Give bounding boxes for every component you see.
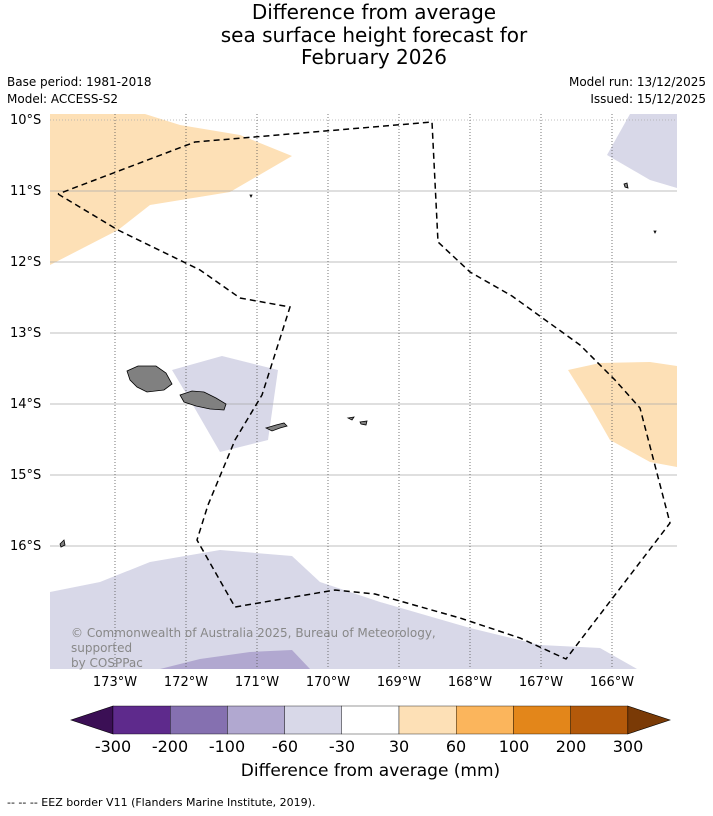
map-fields (50, 114, 677, 669)
colorbar-tick: 30 (388, 737, 410, 756)
title-line-1: Difference from average (251, 0, 497, 24)
lon-label: 168°W (447, 675, 493, 690)
lon-label: 172°W (163, 675, 209, 690)
lat-label: 10°S (10, 113, 42, 128)
lon-label: 169°W (376, 675, 422, 690)
lat-label: 11°S (10, 184, 42, 199)
colorbar-tick: -30 (328, 737, 356, 756)
colorbar-segment (284, 705, 343, 735)
title-line-2: sea surface height forecast for (220, 22, 528, 47)
colorbar-segment (570, 705, 628, 735)
island-east-2 (653, 230, 657, 234)
island-swains-1 (249, 194, 253, 198)
lon-label: 173°W (92, 675, 138, 690)
copyright-line-1: © Commonwealth of Australia 2025, Bureau… (71, 626, 436, 655)
anomaly-negative-ne (607, 114, 677, 188)
lat-label: 14°S (10, 397, 42, 412)
meta-left: Base period: 1981-2018 Model: ACCESS-S2 (7, 74, 152, 108)
lat-label: 13°S (10, 326, 42, 341)
chart-title: Difference from average sea surface heig… (0, 0, 713, 69)
colorbar-segment (112, 705, 171, 735)
anomaly-positive-nw (50, 114, 292, 265)
lon-label: 171°W (234, 675, 280, 690)
colorbar-extend-low (70, 705, 114, 735)
colorbar-segment (169, 705, 228, 735)
colorbar-segment (398, 705, 457, 735)
colorbar-extend-high (627, 705, 671, 735)
colorbar-segment (227, 705, 285, 735)
graticule (50, 114, 677, 669)
title-line-3: February 2026 (301, 45, 447, 69)
lon-label: 170°W (305, 675, 351, 690)
colorbar (70, 705, 671, 735)
model-run: Model run: 13/12/2025 (568, 75, 706, 89)
lon-label: 167°W (518, 675, 564, 690)
anomaly-positive-e (568, 362, 677, 467)
meta-right: Model run: 13/12/2025 Issued: 15/12/2025 (569, 74, 706, 108)
lat-label: 16°S (10, 539, 42, 554)
colorbar-tick: -300 (94, 737, 132, 756)
island-west-1 (59, 539, 66, 548)
anomaly-negative-south-core (160, 650, 310, 669)
anomaly-negative-south (50, 550, 637, 669)
colorbar-segment (456, 705, 514, 735)
colorbar-tick: -200 (151, 737, 189, 756)
base-period: Base period: 1981-2018 (7, 75, 152, 89)
model-name: Model: ACCESS-S2 (7, 92, 119, 106)
colorbar-tick: 300 (612, 737, 644, 756)
copyright-notice: © Commonwealth of Australia 2025, Bureau… (71, 626, 491, 671)
island-savaii (126, 365, 173, 393)
colorbar-tick: 100 (498, 737, 530, 756)
colorbar-tick: 200 (555, 737, 587, 756)
island-east-1 (623, 182, 629, 189)
colorbar-tick: -100 (208, 737, 246, 756)
colorbar-tick: -60 (271, 737, 299, 756)
land (59, 182, 657, 548)
copyright-line-2: by COSPPac (71, 656, 143, 670)
colorbar-tick: 60 (445, 737, 467, 756)
colorbar-segment (513, 705, 571, 735)
eez-border-north (57, 121, 671, 660)
colorbar-label: Difference from average (mm) (240, 761, 501, 781)
island-tutuila (264, 422, 288, 432)
eez-footnote: -- -- -- EEZ border V11 (Flanders Marine… (7, 796, 316, 809)
issued-date: Issued: 15/12/2025 (590, 92, 706, 106)
lon-label: 166°W (589, 675, 635, 690)
island-manua-1 (346, 416, 355, 421)
colorbar-segment (341, 705, 400, 735)
island-manua-2 (359, 420, 368, 426)
lat-label: 12°S (10, 255, 42, 270)
island-upolu (179, 390, 227, 411)
lat-label: 15°S (10, 468, 42, 483)
